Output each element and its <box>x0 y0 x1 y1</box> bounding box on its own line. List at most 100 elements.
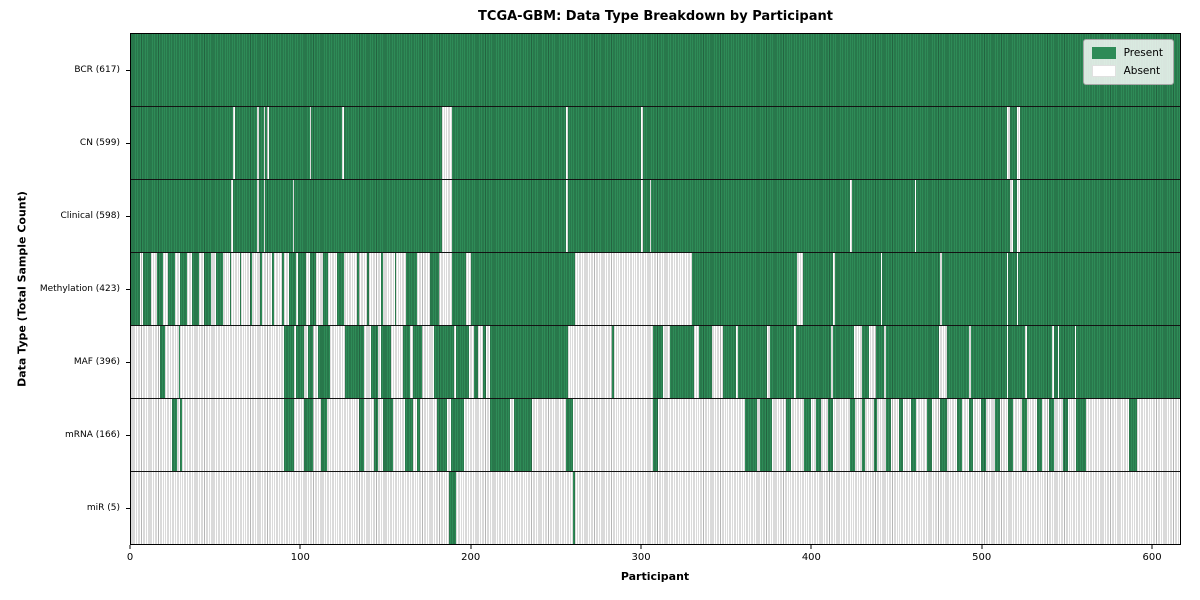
y-tick-label: miR (5) <box>86 503 120 514</box>
present-segment <box>1013 180 1017 252</box>
present-segment <box>850 399 856 471</box>
present-segment <box>567 107 642 179</box>
plot-area: Present Absent <box>130 33 1181 545</box>
present-segment <box>566 399 574 471</box>
x-tick-mark <box>299 545 301 549</box>
present-segment <box>941 253 1007 325</box>
present-segment <box>652 399 659 471</box>
x-axis-title: Participant <box>620 570 690 583</box>
present-segment <box>862 399 866 471</box>
x-tick-mark <box>1151 545 1153 549</box>
x-tick-label: 100 <box>290 552 310 563</box>
present-segment <box>192 253 199 325</box>
present-segment <box>234 107 257 179</box>
heatmap-row-CN <box>131 107 1180 180</box>
legend-entry-present: Present <box>1091 47 1163 59</box>
present-segment <box>229 253 232 325</box>
present-segment <box>642 180 650 252</box>
present-segment <box>669 326 694 398</box>
present-segment <box>258 107 264 179</box>
present-segment <box>882 253 941 325</box>
present-segment <box>1009 107 1017 179</box>
present-segment <box>343 107 443 179</box>
present-segment <box>642 107 1007 179</box>
y-tick-label: Methylation (423) <box>39 284 120 294</box>
present-segment <box>159 326 165 398</box>
present-segment <box>289 253 296 325</box>
present-segment <box>455 326 470 398</box>
present-segment <box>345 326 364 398</box>
y-tick-mark <box>126 362 130 364</box>
present-segment <box>284 326 295 398</box>
present-segment <box>573 472 575 544</box>
present-segment <box>770 326 795 398</box>
present-segment <box>833 326 854 398</box>
present-segment <box>295 326 305 398</box>
present-segment <box>612 326 614 398</box>
present-segment <box>323 253 329 325</box>
present-segment <box>981 399 987 471</box>
present-segment <box>692 253 798 325</box>
present-segment <box>885 399 891 471</box>
present-segment <box>957 399 963 471</box>
present-segment <box>969 399 973 471</box>
present-segment <box>131 107 233 179</box>
present-segment <box>1020 107 1180 179</box>
heatmap-row-Clinical <box>131 180 1180 253</box>
present-segment <box>304 399 313 471</box>
absent-swatch <box>1091 65 1116 77</box>
present-segment <box>178 326 181 398</box>
present-segment <box>862 326 869 398</box>
present-segment <box>513 399 533 471</box>
present-segment <box>970 326 1007 398</box>
present-segment <box>994 399 1000 471</box>
present-segment <box>413 326 422 398</box>
present-segment <box>268 107 310 179</box>
y-tick-label: CN (599) <box>79 137 120 148</box>
legend: Present Absent <box>1082 39 1174 85</box>
present-segment <box>272 253 274 325</box>
y-tick-label: mRNA (166) <box>65 430 120 441</box>
y-tick-mark <box>126 435 130 437</box>
present-segment <box>795 326 832 398</box>
present-segment <box>336 253 344 325</box>
present-segment <box>358 399 364 471</box>
x-tick-mark <box>810 545 812 549</box>
y-tick-mark <box>126 69 130 71</box>
y-tick-mark <box>126 142 130 144</box>
present-segment <box>916 180 1010 252</box>
heatmap-row-miR <box>131 472 1180 544</box>
present-segment <box>1076 326 1180 398</box>
present-segment <box>940 399 948 471</box>
present-segment <box>450 399 465 471</box>
present-segment <box>250 253 252 325</box>
x-tick-mark <box>470 545 472 549</box>
x-tick-mark <box>129 545 131 549</box>
present-segment <box>380 253 383 325</box>
present-segment <box>760 399 772 471</box>
present-segment <box>452 253 466 325</box>
present-segment <box>416 399 421 471</box>
present-segment <box>1062 399 1068 471</box>
y-tick-mark <box>126 289 130 290</box>
present-segment <box>309 253 317 325</box>
present-segment <box>142 253 152 325</box>
present-segment <box>471 253 575 325</box>
present-segment <box>204 253 211 325</box>
present-segment <box>875 326 885 398</box>
present-segment <box>1020 180 1180 252</box>
present-segment <box>437 399 448 471</box>
present-segment <box>297 253 307 325</box>
present-segment <box>265 107 267 179</box>
present-segment <box>873 399 878 471</box>
present-segment <box>804 399 812 471</box>
present-segment <box>394 253 397 325</box>
legend-label-absent: Absent <box>1123 65 1161 77</box>
present-segment <box>382 399 393 471</box>
present-segment <box>282 253 284 325</box>
present-segment <box>698 326 713 398</box>
present-segment <box>452 180 567 252</box>
present-segment <box>651 180 851 252</box>
present-segment <box>1026 326 1053 398</box>
